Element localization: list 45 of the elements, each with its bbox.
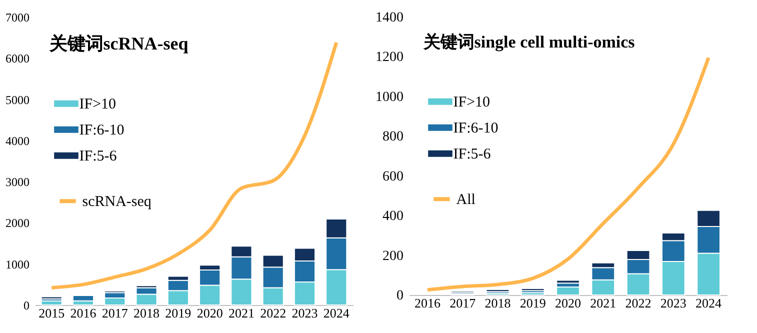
legend-label: IF:5-6 — [79, 148, 118, 165]
y-tick-label: 4000 — [6, 134, 30, 148]
legend-label: scRNA-seq — [82, 194, 152, 210]
y-tick-label: 1000 — [6, 257, 30, 272]
legend-label: IF:6-10 — [79, 122, 124, 139]
legend-label: IF>10 — [79, 96, 116, 113]
y-tick-label: 0 — [396, 288, 404, 304]
x-tick-label: 2019 — [165, 306, 192, 320]
legend-label: IF:6-10 — [453, 120, 498, 137]
y-tick-label: 1000 — [376, 90, 404, 105]
x-tick-label: 2022 — [625, 296, 652, 310]
y-tick-label: 7000 — [6, 10, 30, 24]
y-tick-label: 2000 — [6, 216, 30, 230]
x-tick-label: 2023 — [660, 296, 686, 310]
x-tick-label: 2019 — [520, 296, 546, 310]
x-tick-label: 2020 — [196, 306, 223, 320]
y-tick-label: 5000 — [6, 92, 30, 107]
y-tick-label: 3000 — [6, 175, 30, 190]
text: 关键词scRNA-seq — [48, 34, 188, 54]
x-tick-label: 2024 — [696, 296, 722, 310]
x-tick-label: 2016 — [414, 296, 441, 310]
y-tick-label: 1400 — [376, 10, 404, 26]
y-tick-label: 0 — [24, 298, 30, 312]
y-tick-label: 1200 — [376, 50, 404, 66]
legend-label: All — [456, 192, 476, 208]
x-tick-label: 2018 — [134, 306, 160, 320]
x-tick-label: 2017 — [450, 296, 476, 310]
x-tick-label: 2024 — [323, 306, 350, 320]
x-tick-label: 2022 — [260, 306, 286, 320]
y-tick-label: 800 — [382, 130, 404, 145]
x-tick-label: 2016 — [70, 306, 97, 320]
y-tick-label: 600 — [382, 169, 404, 184]
x-tick-label: 2018 — [484, 296, 511, 310]
y-tick-label: 6000 — [6, 52, 30, 66]
y-tick-label: 400 — [382, 209, 404, 224]
x-tick-label: 2021 — [228, 306, 254, 320]
x-tick-label: 2023 — [292, 306, 318, 320]
x-tick-label: 2017 — [102, 306, 128, 320]
legend-label: IF:5-6 — [453, 146, 492, 163]
text: 关键词single cell multi-omics — [422, 32, 636, 52]
x-tick-label: 2020 — [555, 296, 581, 310]
x-tick-label: 2021 — [590, 296, 616, 310]
y-tick-label: 200 — [382, 248, 404, 264]
x-tick-label: 2015 — [38, 306, 65, 320]
legend-label: IF>10 — [453, 94, 490, 111]
